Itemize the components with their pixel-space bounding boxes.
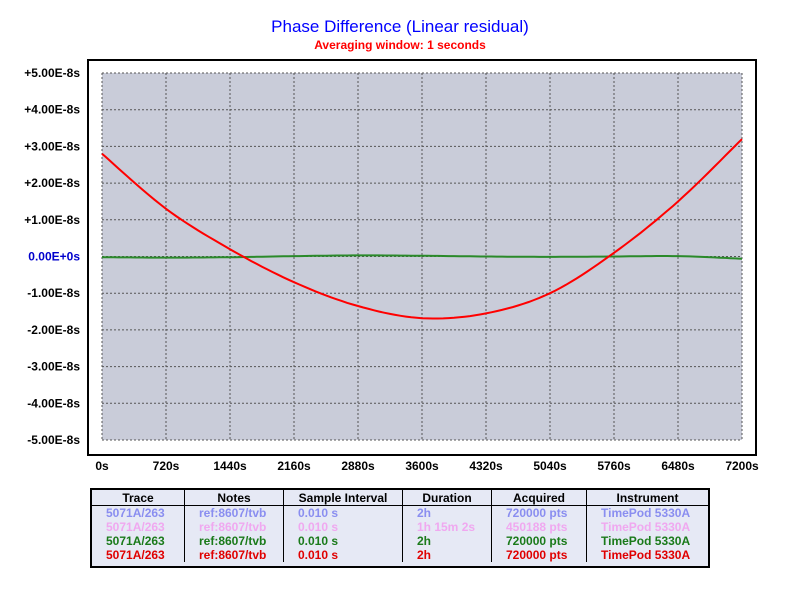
y-axis-tick-labels: +5.00E-8s +4.00E-8s +3.00E-8s +2.00E-8s +1.0… [24, 66, 80, 447]
legend-cell-sample-interval: 0.010 s [283, 534, 403, 548]
y-tick-label: +5.00E-8s [24, 66, 80, 80]
y-tick-label: +1.00E-8s [24, 213, 80, 227]
legend-cell-trace: 5071A/263 [92, 534, 185, 548]
legend-cell-instrument: TimePod 5330A [601, 520, 691, 534]
legend-row: 5071A/263 ref:8607/tvb 0.010 s 2h 720000 pts… [92, 548, 708, 562]
legend-cell-sample-interval: 0.010 s [283, 520, 403, 534]
legend-cell-duration: 1h 15m 2s [402, 520, 492, 534]
y-tick-label: +3.00E-8s [24, 139, 80, 153]
x-tick-label: 5760s [597, 459, 631, 473]
legend-header-acquired: Acquired [491, 490, 587, 506]
legend-cell-duration: 2h [402, 505, 492, 520]
legend-cell-trace: 5071A/263 [92, 548, 185, 562]
x-tick-label: 720s [153, 459, 180, 473]
legend-cell-trace: 5071A/263 [92, 505, 185, 520]
legend-cell-trace: 5071A/263 [92, 520, 185, 534]
legend-header-row: Trace Notes Sample Interval Duration Acq… [92, 490, 708, 506]
legend-cell-acquired: 450188 pts [491, 520, 587, 534]
legend-cell-duration: 2h [402, 534, 492, 548]
x-tick-label: 0s [95, 459, 109, 473]
x-tick-label: 7200s [725, 459, 759, 473]
y-tick-label: -5.00E-8s [27, 433, 80, 447]
legend-cell-notes: ref:8607/tvb [184, 534, 284, 548]
x-tick-label: 5040s [533, 459, 567, 473]
legend-cell-notes: ref:8607/tvb [184, 520, 284, 534]
legend-header-trace: Trace [92, 490, 185, 506]
legend-cell-notes: ref:8607/tvb [184, 505, 284, 520]
y-tick-label: -2.00E-8s [27, 323, 80, 337]
legend-header-sample-interval: Sample Interval [283, 490, 403, 506]
chart-subtitle: Averaging window: 1 seconds [314, 38, 486, 52]
y-tick-label: 0.00E+0s [28, 250, 80, 264]
x-tick-label: 2880s [341, 459, 375, 473]
legend-header-duration: Duration [402, 490, 492, 506]
y-tick-label: -3.00E-8s [27, 360, 80, 374]
y-tick-label: -1.00E-8s [27, 286, 80, 300]
legend-cell-sample-interval: 0.010 s [283, 505, 403, 520]
trace-legend-table: Trace Notes Sample Interval Duration Acq… [90, 488, 710, 568]
legend-cell-acquired: 720000 pts [491, 548, 587, 562]
legend-header-instrument: Instrument [586, 490, 708, 506]
series-line-2 [101, 138, 743, 320]
series-line-1 [101, 254, 743, 260]
legend-cell-notes: ref:8607/tvb [184, 548, 284, 562]
y-tick-label: +4.00E-8s [24, 103, 80, 117]
y-tick-label: +2.00E-8s [24, 176, 80, 190]
legend-cell-sample-interval: 0.010 s [283, 548, 403, 562]
x-tick-label: 4320s [469, 459, 503, 473]
chart-canvas: +5.00E-8s +4.00E-8s +3.00E-8s +2.00E-8s +1.0… [24, 59, 759, 473]
x-tick-label: 3600s [405, 459, 439, 473]
legend-header-notes: Notes [184, 490, 284, 506]
legend-cell-duration: 2h [402, 548, 492, 562]
chart-title: Phase Difference (Linear residual) [271, 17, 529, 36]
legend-row: 5071A/263 ref:8607/tvb 0.010 s 2h 720000 pts… [92, 534, 708, 548]
x-tick-label: 6480s [661, 459, 695, 473]
x-tick-label: 1440s [213, 459, 247, 473]
legend-row: 5071A/263 ref:8607/tvb 0.010 s 1h 15m 2s 450… [92, 520, 708, 534]
y-tick-label: -4.00E-8s [27, 396, 80, 410]
x-axis-tick-labels: 0s 720s 1440s 2160s 2880s 3600s 4320s 5040s 5760… [95, 459, 759, 473]
legend-cell-instrument: TimePod 5330A [601, 534, 691, 548]
series-lines [101, 138, 743, 320]
legend-row: 5071A/263 ref:8607/tvb 0.010 s 2h 720000 pts… [92, 505, 708, 520]
legend-cell-acquired: 720000 pts [491, 534, 587, 548]
x-tick-label: 2160s [277, 459, 311, 473]
legend-cell-acquired: 720000 pts [491, 505, 587, 520]
legend-cell-instrument: TimePod 5330A [601, 506, 691, 520]
legend-cell-instrument: TimePod 5330A [601, 548, 691, 562]
